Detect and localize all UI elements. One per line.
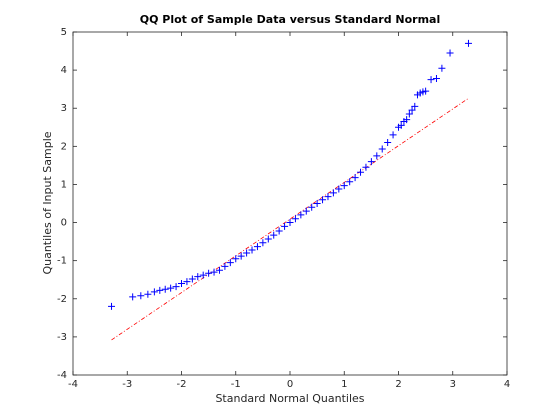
y-tick-label: 5	[61, 27, 67, 38]
point	[403, 116, 411, 124]
point	[389, 131, 397, 139]
y-tick-label: 0	[61, 218, 67, 229]
point	[411, 102, 419, 110]
point	[346, 178, 354, 186]
point	[281, 222, 289, 230]
x-tick-label: -2	[177, 379, 187, 390]
point	[253, 243, 261, 251]
point	[275, 227, 283, 235]
x-tick-label: 3	[450, 379, 456, 390]
point	[297, 211, 305, 219]
point	[446, 49, 454, 57]
point	[210, 268, 218, 276]
point	[302, 207, 310, 215]
point	[438, 64, 446, 72]
x-tick-label: 2	[395, 379, 401, 390]
point	[167, 284, 175, 292]
y-tick-label: -3	[57, 332, 67, 343]
point	[226, 259, 234, 267]
point	[408, 106, 416, 114]
point	[432, 74, 440, 82]
point	[194, 273, 202, 281]
chart-title: QQ Plot of Sample Data versus Standard N…	[140, 13, 441, 26]
x-tick-label: 0	[287, 379, 293, 390]
y-tick-label: -2	[57, 294, 67, 305]
point	[373, 152, 381, 160]
point	[156, 286, 164, 294]
point	[205, 269, 213, 277]
x-axis-label: Standard Normal Quantiles	[215, 392, 364, 405]
y-tick-label: -1	[57, 256, 67, 267]
point	[243, 249, 251, 257]
point	[362, 163, 370, 171]
point	[427, 76, 435, 84]
point	[129, 293, 137, 301]
point	[172, 283, 180, 291]
point	[161, 285, 169, 293]
point	[367, 158, 375, 166]
point	[270, 231, 278, 239]
point	[329, 189, 337, 197]
point	[286, 219, 294, 227]
point	[215, 266, 223, 274]
y-tick-label: -4	[57, 370, 67, 381]
point	[319, 196, 327, 204]
point	[188, 275, 196, 283]
point	[378, 145, 386, 153]
point	[199, 271, 207, 279]
x-tick-label: -1	[231, 379, 241, 390]
point	[357, 168, 365, 176]
point	[144, 290, 152, 298]
point	[313, 200, 321, 207]
point	[248, 246, 256, 254]
point	[464, 39, 472, 47]
y-axis-label: Quantiles of Input Sample	[41, 131, 54, 274]
point	[397, 121, 405, 129]
y-tick-label: 1	[61, 179, 67, 190]
y-tick-label: 3	[61, 103, 67, 114]
x-tick-label: -4	[68, 379, 78, 390]
point	[183, 278, 191, 286]
point	[335, 185, 343, 193]
point	[259, 239, 267, 247]
point	[232, 255, 240, 263]
point	[351, 174, 359, 182]
point	[264, 235, 272, 243]
point	[422, 87, 430, 95]
x-tick-label: 1	[341, 379, 347, 390]
point	[150, 288, 158, 296]
point	[221, 262, 229, 270]
point	[405, 110, 413, 118]
point	[308, 203, 316, 211]
point	[137, 292, 145, 300]
point	[384, 139, 392, 147]
point	[178, 280, 185, 288]
point	[291, 215, 299, 223]
point	[108, 302, 116, 310]
y-tick-label: 2	[61, 141, 67, 152]
x-tick-label: -3	[122, 379, 132, 390]
point	[340, 182, 348, 190]
x-tick-label: 4	[504, 379, 510, 390]
point	[237, 252, 245, 260]
point	[324, 193, 332, 201]
y-tick-label: 4	[61, 65, 67, 76]
